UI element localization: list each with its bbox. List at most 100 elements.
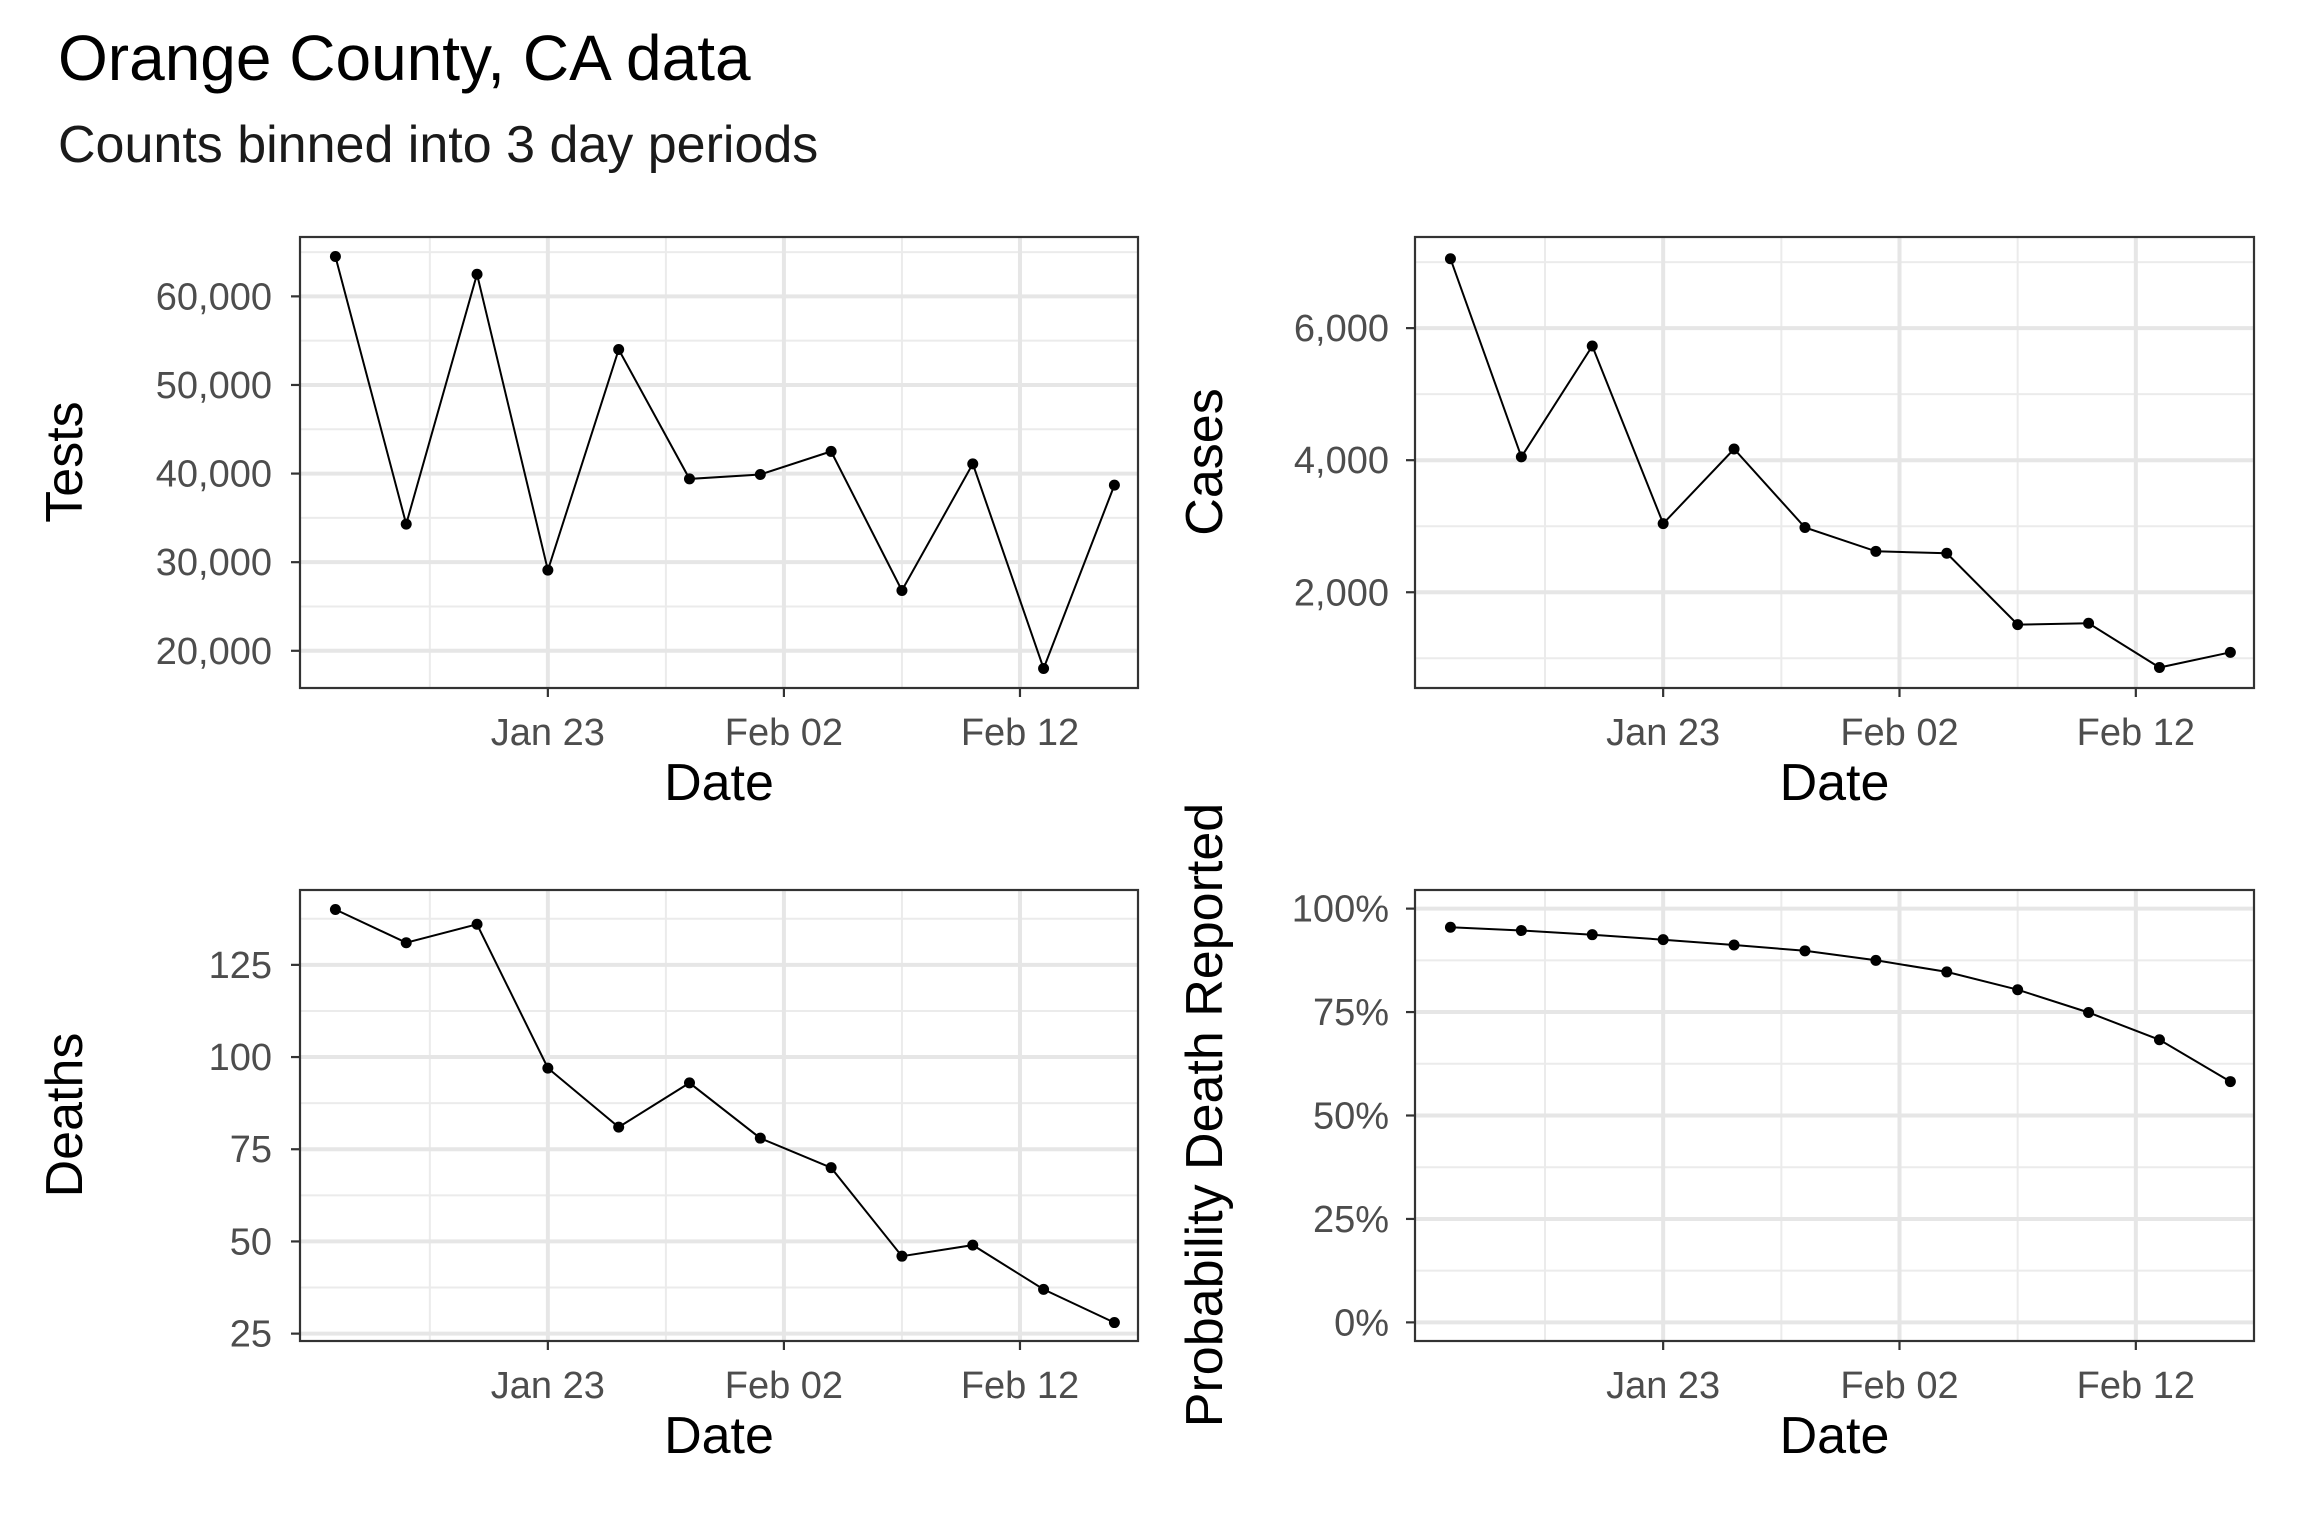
data-point [1515, 451, 1527, 463]
data-point [1941, 966, 1953, 978]
data-point [1799, 945, 1811, 957]
y-tick-label: 50% [1313, 1096, 1389, 1138]
y-axis-title: Tests [36, 401, 94, 522]
x-tick-label: Jan 23 [1606, 712, 1720, 754]
y-tick-label: 75% [1313, 992, 1389, 1034]
x-tick-label: Jan 23 [1606, 1365, 1720, 1407]
panel-background [300, 237, 1138, 688]
data-point [683, 1077, 695, 1089]
series-line [334, 256, 1116, 672]
data-point [896, 1250, 908, 1262]
data-point [825, 1162, 837, 1174]
data-point [2083, 617, 2095, 629]
data-point [400, 518, 412, 530]
chart-panel-1: 20,000 30,000 40,000 50,000 60,000 Jan 23 Feb … [36, 235, 1140, 812]
data-point [1586, 340, 1598, 352]
data-point [1657, 934, 1669, 946]
data-point [1799, 522, 1811, 534]
panel-border [298, 235, 1140, 690]
data-point [967, 458, 979, 470]
data-point [2224, 1076, 2236, 1088]
data-point [2012, 619, 2024, 631]
data-point [1444, 921, 1456, 933]
x-tick-label: Jan 23 [491, 1365, 605, 1407]
panel-border [298, 888, 1140, 1343]
y-tick-label: 75 [230, 1129, 272, 1171]
data-point [542, 1062, 554, 1074]
y-axis-title: Probability Death Reported [1176, 803, 1234, 1427]
data-point [683, 473, 695, 485]
data-point [1728, 443, 1740, 455]
y-axis-title: Cases [1176, 388, 1234, 535]
data-point [329, 904, 341, 916]
data-point [754, 1132, 766, 1144]
y-axis-title: Deaths [36, 1033, 94, 1198]
data-point [754, 468, 766, 480]
x-tick-label: Feb 12 [2077, 1365, 2195, 1407]
y-tick-label: 2,000 [1294, 572, 1389, 614]
data-point [2083, 1006, 2095, 1018]
x-tick-label: Feb 02 [1840, 712, 1958, 754]
x-axis-title: Date [664, 1407, 774, 1465]
data-point [1444, 253, 1456, 265]
data-point [471, 268, 483, 280]
y-tick-label: 50,000 [156, 365, 272, 407]
y-tick-label: 0% [1334, 1302, 1389, 1344]
data-point [1108, 479, 1120, 491]
series-line [1450, 926, 2231, 1083]
x-tick-label: Feb 02 [1840, 1365, 1958, 1407]
panel-background [300, 890, 1138, 1341]
page-title: Orange County, CA data [58, 22, 751, 94]
y-tick-label: 100% [1292, 889, 1389, 931]
data-point [1870, 954, 1882, 966]
chart-panel-3: 25 50 75 100 125 Jan 23 Feb 02 Feb 12 Date Deaths [36, 888, 1140, 1465]
x-axis-title: Date [1780, 1407, 1890, 1465]
data-point [1870, 545, 1882, 557]
series-line [334, 908, 1115, 1324]
data-point [542, 564, 554, 576]
page-subtitle: Counts binned into 3 day periods [58, 116, 819, 174]
x-tick-label: Feb 02 [725, 712, 843, 754]
data-point [2153, 1034, 2165, 1046]
x-tick-label: Feb 12 [961, 712, 1079, 754]
y-tick-label: 125 [209, 945, 272, 987]
data-point [1038, 663, 1050, 675]
data-point [1038, 1283, 1050, 1295]
x-tick-label: Feb 12 [2077, 712, 2195, 754]
chart-panel-4: 0% 25% 50% 75% 100% Jan 23 Feb 02 Feb 12 Date Pro… [1176, 803, 2256, 1465]
data-point [1728, 939, 1740, 951]
y-tick-label: 30,000 [156, 542, 272, 584]
data-point [613, 344, 625, 356]
data-point [896, 585, 908, 597]
data-point [2012, 984, 2024, 996]
y-tick-label: 60,000 [156, 276, 272, 318]
data-point [1108, 1317, 1120, 1329]
data-point [613, 1121, 625, 1133]
panel-background [1415, 237, 2254, 688]
series-line [1449, 258, 2231, 669]
y-tick-label: 6,000 [1294, 308, 1389, 350]
data-point [1941, 547, 1953, 559]
y-tick-label: 25% [1313, 1199, 1389, 1241]
data-point [825, 445, 837, 457]
y-tick-label: 50 [230, 1221, 272, 1263]
x-tick-label: Jan 23 [491, 712, 605, 754]
data-point [400, 937, 412, 949]
x-axis-title: Date [664, 754, 774, 812]
x-tick-label: Feb 02 [725, 1365, 843, 1407]
y-tick-label: 20,000 [156, 631, 272, 673]
y-tick-label: 4,000 [1294, 440, 1389, 482]
y-tick-label: 40,000 [156, 454, 272, 496]
data-point [1515, 925, 1527, 937]
chart-panel-2: 2,000 4,000 6,000 Jan 23 Feb 02 Feb 12 Date Cas… [1176, 235, 2256, 812]
x-axis-title: Date [1780, 754, 1890, 812]
panel-border [1413, 235, 2256, 690]
data-point [1586, 929, 1598, 941]
data-point [329, 250, 341, 262]
data-point [471, 918, 483, 930]
data-point [2224, 646, 2236, 658]
data-point [2153, 662, 2165, 674]
y-tick-label: 100 [209, 1037, 272, 1079]
data-point [967, 1239, 979, 1251]
